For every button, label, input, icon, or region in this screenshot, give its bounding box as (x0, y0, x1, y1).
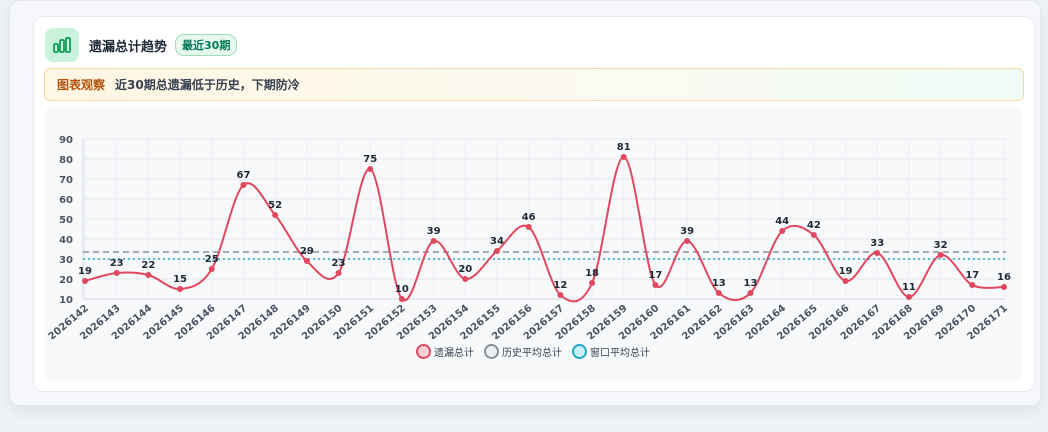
legend-label-window-avg: 窗口平均总计 (590, 348, 650, 359)
data-label: 46 (522, 212, 536, 223)
y-tick-label: 30 (59, 255, 73, 266)
data-point (303, 258, 310, 264)
data-point (810, 232, 817, 238)
data-label: 17 (648, 270, 662, 281)
data-label: 12 (553, 280, 567, 291)
data-point (905, 294, 912, 300)
legend-marker-history-avg (484, 344, 499, 359)
data-label: 81 (617, 142, 631, 153)
data-point (398, 296, 405, 302)
data-label: 19 (78, 266, 92, 277)
data-label: 75 (363, 154, 377, 165)
card-header: 遗漏总计趋势 最近30期 (45, 28, 238, 62)
outer-panel: 遗漏总计趋势 最近30期 图表观察 近30期总遗漏低于历史，下期防冷 10 20 3… (9, 0, 1041, 406)
data-label: 67 (236, 170, 250, 181)
legend-label-series: 遗漏总计 (434, 348, 474, 359)
data-label: 39 (680, 226, 694, 237)
data-point (493, 248, 500, 254)
observation-label: 图表观察 (57, 78, 106, 92)
data-label: 29 (300, 246, 314, 257)
data-label: 17 (965, 270, 979, 281)
data-point (747, 290, 754, 296)
data-label: 15 (173, 274, 187, 285)
data-label: 33 (870, 238, 884, 249)
data-point (430, 238, 437, 244)
data-label: 23 (110, 258, 124, 269)
card-title: 遗漏总计趋势 (89, 39, 168, 55)
data-point (462, 276, 469, 282)
data-point (652, 282, 659, 288)
data-point (937, 252, 944, 258)
data-label: 19 (839, 266, 853, 277)
data-label: 20 (458, 264, 472, 275)
legend-item-window-avg[interactable]: 窗口平均总计 (572, 344, 650, 359)
data-point (335, 270, 342, 276)
y-tick-label: 60 (59, 195, 73, 206)
data-label: 13 (744, 278, 758, 289)
y-tick-label: 40 (59, 235, 73, 246)
data-point (969, 282, 976, 288)
data-point (684, 238, 691, 244)
line-chart: 1020304050607080902026142202614320261442… (47, 135, 1011, 343)
data-label: 23 (332, 258, 346, 269)
y-tick-label: 50 (59, 215, 73, 226)
data-point (240, 182, 247, 188)
y-tick-label: 70 (59, 175, 73, 186)
data-label: 39 (427, 226, 441, 237)
data-point (779, 228, 786, 234)
data-label: 16 (997, 272, 1011, 283)
data-point (842, 278, 849, 284)
data-point (177, 286, 184, 292)
trend-card: 遗漏总计趋势 最近30期 图表观察 近30期总遗漏低于历史，下期防冷 10 20 3… (33, 16, 1035, 392)
data-point (715, 290, 722, 296)
chart-legend: 遗漏总计 历史平均总计 窗口平均总计 (44, 344, 1022, 359)
data-label: 34 (490, 236, 504, 247)
data-point (557, 292, 564, 298)
legend-item-series[interactable]: 遗漏总计 (416, 344, 474, 359)
data-label: 11 (902, 282, 916, 293)
y-tick-label: 20 (59, 275, 73, 286)
data-label: 44 (775, 216, 789, 227)
data-label: 18 (585, 268, 599, 279)
data-point (620, 154, 627, 160)
y-tick-label: 90 (59, 135, 73, 146)
data-label: 25 (205, 254, 219, 265)
legend-marker-series (416, 344, 431, 359)
data-label: 42 (807, 220, 821, 231)
data-point (589, 280, 596, 286)
data-label: 13 (712, 278, 726, 289)
y-tick-label: 80 (59, 155, 73, 166)
data-label: 10 (395, 284, 409, 295)
y-tick-label: 10 (59, 295, 73, 306)
legend-label-history-avg: 历史平均总计 (502, 348, 562, 359)
data-label: 22 (141, 260, 155, 271)
data-point (82, 278, 88, 284)
data-label: 32 (934, 240, 948, 251)
data-label: 52 (268, 200, 282, 211)
bar-chart-icon (45, 28, 79, 62)
data-point (272, 212, 279, 218)
legend-marker-window-avg (572, 344, 587, 359)
data-point (113, 270, 120, 276)
data-point (145, 272, 152, 278)
chart-area: 10 20 30 40 50 60 70 80 90 2026142 2026143 2026144 2… (44, 107, 1022, 381)
data-point (1001, 284, 1007, 290)
data-point (208, 266, 215, 272)
data-point (525, 224, 532, 230)
data-point (874, 250, 881, 256)
legend-item-history-avg[interactable]: 历史平均总计 (484, 344, 562, 359)
period-badge: 最近30期 (175, 34, 238, 56)
data-point (367, 166, 374, 172)
observation-text: 近30期总遗漏低于历史，下期防冷 (115, 78, 300, 92)
observation-banner: 图表观察 近30期总遗漏低于历史，下期防冷 (44, 68, 1024, 101)
